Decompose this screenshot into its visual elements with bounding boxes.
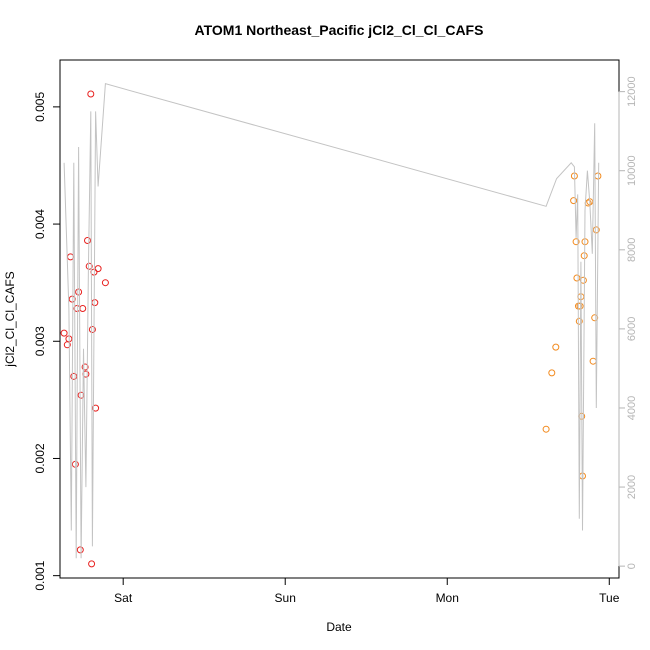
- data-point-0-17: [88, 560, 96, 568]
- plot-box: [59, 59, 620, 579]
- y2-tick-label-2: 4000: [626, 396, 638, 420]
- data-point-1-3: [570, 197, 578, 205]
- data-point-1-21: [594, 172, 602, 180]
- y2-tick-label-1: 2000: [626, 475, 638, 499]
- data-point-0-23: [101, 279, 109, 287]
- x-tick-label-2: Mon: [436, 591, 459, 605]
- data-point-1-2: [552, 343, 560, 351]
- data-point-0-4: [68, 295, 76, 303]
- x-tick-label-0: Sat: [114, 591, 133, 605]
- data-point-0-9: [76, 546, 84, 554]
- y2-tick-label-5: 10000: [626, 155, 638, 186]
- series-layer: [60, 83, 602, 568]
- data-point-0-0: [60, 329, 68, 337]
- data-point-0-18: [88, 326, 96, 333]
- data-point-0-11: [79, 305, 87, 312]
- y-tick-label-3: 0.004: [33, 209, 47, 239]
- data-point-1-5: [572, 238, 580, 246]
- data-point-0-15: [85, 262, 93, 270]
- data-point-0-16: [87, 90, 95, 98]
- y2-tick-label-6: 12000: [626, 76, 638, 107]
- y-tick-label-4: 0.005: [33, 92, 47, 122]
- data-point-1-1: [548, 369, 556, 377]
- y-tick-label-0: 0.001: [33, 560, 47, 590]
- x-tick-label-1: Sun: [275, 591, 296, 605]
- x-axis: Sat Sun Mon Tue: [114, 577, 620, 605]
- series-line-2: [63, 83, 600, 559]
- data-point-1-8: [575, 317, 583, 325]
- data-point-0-5: [70, 372, 78, 380]
- y-tick-label-2: 0.003: [33, 326, 47, 356]
- data-point-1-20: [592, 226, 600, 234]
- x-axis-label: Date: [326, 620, 352, 634]
- data-point-0-22: [94, 265, 102, 273]
- data-point-0-20: [91, 299, 99, 307]
- chart-title: ATOM1 Northeast_Pacific jCl2_Cl_Cl_CAFS: [195, 22, 484, 38]
- data-point-1-19: [591, 314, 599, 322]
- y-axis-label: jCl2_Cl_Cl_CAFS: [3, 271, 17, 367]
- y-axis: 0.001 0.002 0.003 0.004 0.005: [33, 92, 61, 591]
- x-tick-label-3: Tue: [599, 591, 620, 605]
- data-point-0-12: [81, 363, 89, 371]
- y2-axis: 0 2000 4000 6000 8000 10000 12000: [618, 76, 638, 569]
- data-point-0-3: [67, 253, 74, 261]
- y2-tick-label-0: 0: [626, 563, 638, 569]
- data-point-0-8: [75, 288, 83, 296]
- data-point-0-14: [84, 237, 91, 244]
- data-point-0-21: [92, 404, 100, 412]
- y2-tick-label-3: 6000: [626, 317, 638, 341]
- y2-tick-label-4: 8000: [626, 238, 638, 262]
- data-point-1-18: [589, 357, 597, 365]
- data-point-1-6: [573, 274, 581, 282]
- y-tick-label-1: 0.002: [33, 443, 47, 473]
- data-point-1-9: [576, 302, 584, 310]
- data-point-1-0: [542, 425, 550, 433]
